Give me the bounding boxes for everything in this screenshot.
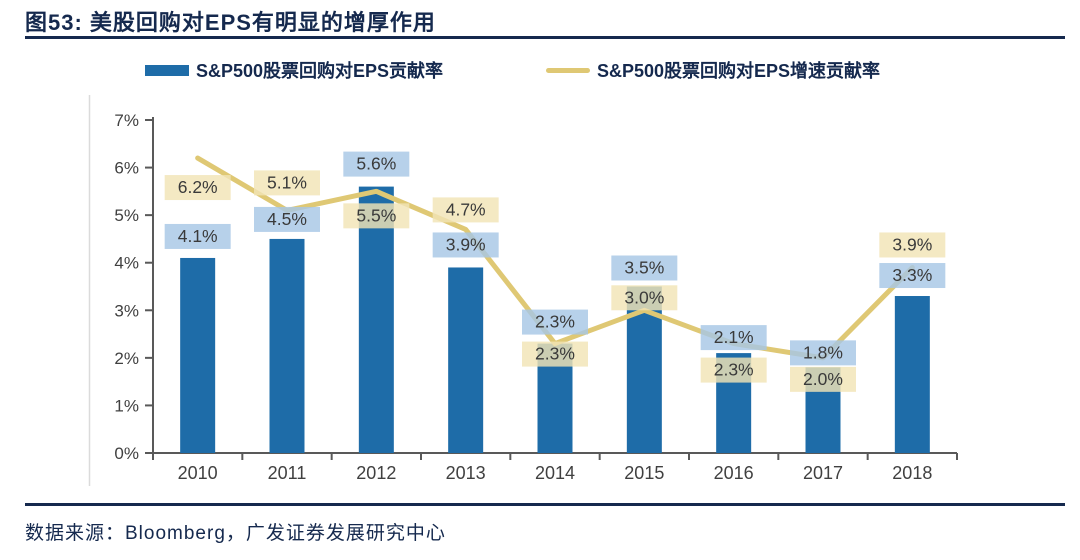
x-tick-label-2010: 2010	[178, 463, 218, 483]
bar-label-2013-box	[432, 232, 499, 258]
bar-2013	[448, 267, 484, 453]
x-tick-label-2014: 2014	[535, 463, 575, 483]
legend-label-line-series: S&P500股票回购对EPS增速贡献率	[597, 61, 881, 81]
line-label-2013: 4.7%	[446, 199, 486, 219]
bar-label-2011: 4.5%	[267, 209, 307, 229]
line-label-2018: 3.9%	[892, 234, 932, 254]
line-label-2016: 2.3%	[714, 360, 754, 380]
y-tick-label: 5%	[114, 206, 139, 225]
bar-label-2014: 2.3%	[535, 312, 575, 332]
bar-label-2014-box	[522, 309, 588, 335]
bar-label-2018-box	[879, 263, 946, 289]
bar-2011	[269, 238, 305, 453]
y-tick-label: 0%	[114, 444, 139, 463]
line-label-2014-box	[522, 341, 588, 367]
y-tick-label: 6%	[114, 159, 139, 178]
bar-2012	[358, 186, 394, 453]
bar-label-2010: 4.1%	[178, 226, 218, 246]
legend-item-line-series: S&P500股票回购对EPS增速贡献率	[546, 57, 880, 83]
title-divider	[25, 36, 1065, 39]
bar-label-2015: 3.5%	[624, 258, 664, 278]
x-tick-label-2013: 2013	[446, 463, 486, 483]
y-tick-label: 3%	[114, 301, 139, 320]
line-series-swatch-icon	[546, 67, 590, 73]
bar-label-2015-box	[611, 255, 678, 281]
bar-label-2012-box	[343, 151, 410, 177]
line-label-2011-box	[254, 170, 320, 196]
bar-label-2017-box	[790, 340, 856, 366]
line-label-2012: 5.5%	[356, 205, 396, 225]
line-label-2010-box	[164, 175, 231, 201]
bar-2010	[180, 257, 216, 453]
y-tick-label: 2%	[114, 349, 139, 368]
x-tick-label-2012: 2012	[356, 463, 396, 483]
bar-label-2010-box	[164, 223, 231, 249]
line-label-2014: 2.3%	[535, 344, 575, 364]
line-label-2010: 6.2%	[178, 177, 218, 197]
footer-divider	[25, 503, 1065, 506]
line-label-2017: 2.0%	[803, 369, 843, 389]
line-label-2012-box	[343, 203, 410, 229]
y-tick-label: 7%	[114, 111, 139, 130]
line-label-2015: 3.0%	[624, 287, 664, 307]
figure-title: 图53: 美股回购对EPS有明显的增厚作用	[25, 10, 436, 35]
x-tick-label-2016: 2016	[714, 463, 754, 483]
bar-label-2016: 2.1%	[714, 327, 754, 347]
bar-series-swatch-icon	[145, 64, 189, 76]
y-tick-label: 4%	[114, 254, 139, 273]
legend-item-bar-series: S&P500股票回购对EPS贡献率	[145, 57, 443, 83]
legend-label-bar-series: S&P500股票回购对EPS贡献率	[196, 61, 444, 81]
line-label-2015-box	[611, 285, 678, 311]
data-source: 数据来源：Bloomberg，广发证券发展研究中心	[25, 523, 446, 544]
x-tick-label-2011: 2011	[268, 463, 307, 483]
bar-label-2011-box	[254, 206, 320, 232]
x-tick-label-2017: 2017	[803, 463, 843, 483]
x-tick-label-2015: 2015	[624, 463, 664, 483]
bar-label-2017: 1.8%	[803, 342, 843, 362]
bar-label-2012: 5.6%	[356, 154, 396, 174]
line-label-2013-box	[432, 197, 499, 223]
line-label-2016-box	[700, 357, 767, 383]
line-label-2011: 5.1%	[267, 172, 307, 192]
bar-label-2018: 3.3%	[892, 265, 932, 285]
bar-2018	[894, 296, 930, 453]
line-label-2017-box	[790, 366, 856, 392]
y-tick-label: 1%	[114, 396, 139, 415]
bar-label-2013: 3.9%	[446, 234, 486, 254]
bar-label-2016-box	[700, 325, 767, 351]
x-tick-label-2018: 2018	[892, 463, 932, 483]
line-label-2018-box	[879, 232, 946, 258]
